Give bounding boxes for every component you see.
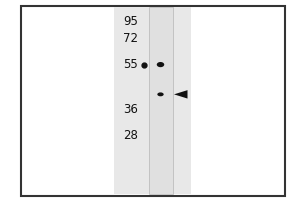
Text: 72: 72 xyxy=(123,32,138,45)
FancyBboxPatch shape xyxy=(148,7,172,194)
Text: 28: 28 xyxy=(123,129,138,142)
Ellipse shape xyxy=(157,62,164,67)
Ellipse shape xyxy=(157,92,164,96)
FancyBboxPatch shape xyxy=(21,6,285,196)
Text: 55: 55 xyxy=(123,58,138,71)
Polygon shape xyxy=(174,90,188,99)
Text: 36: 36 xyxy=(123,103,138,116)
FancyBboxPatch shape xyxy=(114,7,190,194)
Text: 95: 95 xyxy=(123,15,138,28)
